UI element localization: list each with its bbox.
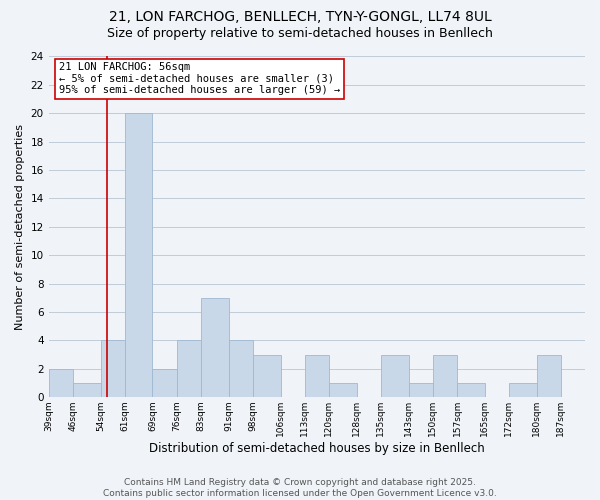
Text: 21, LON FARCHOG, BENLLECH, TYN-Y-GONGL, LL74 8UL: 21, LON FARCHOG, BENLLECH, TYN-Y-GONGL, …: [109, 10, 491, 24]
Bar: [457, 383, 485, 398]
Bar: [73, 383, 101, 398]
Bar: [229, 340, 253, 398]
Text: Size of property relative to semi-detached houses in Benllech: Size of property relative to semi-detach…: [107, 28, 493, 40]
Bar: [536, 354, 561, 398]
Bar: [176, 340, 201, 398]
Bar: [152, 369, 176, 398]
Bar: [381, 354, 409, 398]
Text: Contains HM Land Registry data © Crown copyright and database right 2025.
Contai: Contains HM Land Registry data © Crown c…: [103, 478, 497, 498]
Bar: [305, 354, 329, 398]
Bar: [509, 383, 536, 398]
X-axis label: Distribution of semi-detached houses by size in Benllech: Distribution of semi-detached houses by …: [149, 442, 485, 455]
Bar: [253, 354, 281, 398]
Bar: [125, 114, 152, 398]
Text: 21 LON FARCHOG: 56sqm
← 5% of semi-detached houses are smaller (3)
95% of semi-d: 21 LON FARCHOG: 56sqm ← 5% of semi-detac…: [59, 62, 340, 96]
Bar: [49, 369, 73, 398]
Bar: [433, 354, 457, 398]
Bar: [329, 383, 356, 398]
Bar: [101, 340, 125, 398]
Bar: [201, 298, 229, 398]
Y-axis label: Number of semi-detached properties: Number of semi-detached properties: [15, 124, 25, 330]
Bar: [409, 383, 433, 398]
